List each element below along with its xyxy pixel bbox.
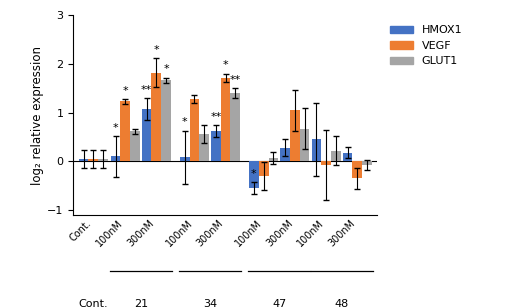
Text: *: * bbox=[113, 122, 118, 133]
Bar bbox=[290, 110, 300, 161]
Bar bbox=[199, 134, 209, 161]
Bar bbox=[331, 151, 341, 161]
Text: 48: 48 bbox=[335, 299, 349, 307]
Bar bbox=[161, 80, 171, 161]
Text: *: * bbox=[251, 169, 257, 179]
Bar bbox=[180, 157, 190, 161]
Text: 47: 47 bbox=[272, 299, 286, 307]
Bar bbox=[190, 99, 199, 161]
Bar bbox=[343, 153, 353, 161]
Bar bbox=[259, 161, 269, 176]
Bar bbox=[269, 158, 278, 161]
Text: **: ** bbox=[141, 85, 152, 95]
Bar bbox=[121, 102, 130, 161]
Y-axis label: log₂ relative expression: log₂ relative expression bbox=[31, 46, 45, 185]
Bar bbox=[353, 161, 362, 178]
Text: *: * bbox=[123, 86, 128, 96]
Legend: HMOX1, VEGF, GLUT1: HMOX1, VEGF, GLUT1 bbox=[386, 21, 466, 71]
Bar bbox=[111, 157, 121, 161]
Text: 21: 21 bbox=[134, 299, 148, 307]
Bar bbox=[98, 159, 108, 161]
Bar bbox=[151, 73, 161, 161]
Text: 34: 34 bbox=[203, 299, 217, 307]
Bar bbox=[362, 161, 372, 165]
Text: **: ** bbox=[210, 112, 222, 122]
Bar bbox=[221, 78, 231, 161]
Bar bbox=[249, 161, 259, 188]
Bar bbox=[321, 161, 331, 165]
Text: *: * bbox=[163, 64, 169, 74]
Bar bbox=[312, 139, 321, 161]
Text: *: * bbox=[182, 117, 188, 127]
Text: Cont.: Cont. bbox=[79, 299, 108, 307]
Bar bbox=[130, 131, 140, 161]
Text: *: * bbox=[154, 45, 159, 55]
Text: **: ** bbox=[230, 75, 241, 85]
Bar bbox=[89, 159, 98, 161]
Text: *: * bbox=[223, 60, 228, 70]
Bar bbox=[141, 109, 151, 161]
Bar bbox=[79, 159, 89, 161]
Bar bbox=[231, 93, 240, 161]
Bar bbox=[211, 131, 221, 161]
Bar bbox=[300, 129, 309, 161]
Bar bbox=[280, 148, 290, 161]
